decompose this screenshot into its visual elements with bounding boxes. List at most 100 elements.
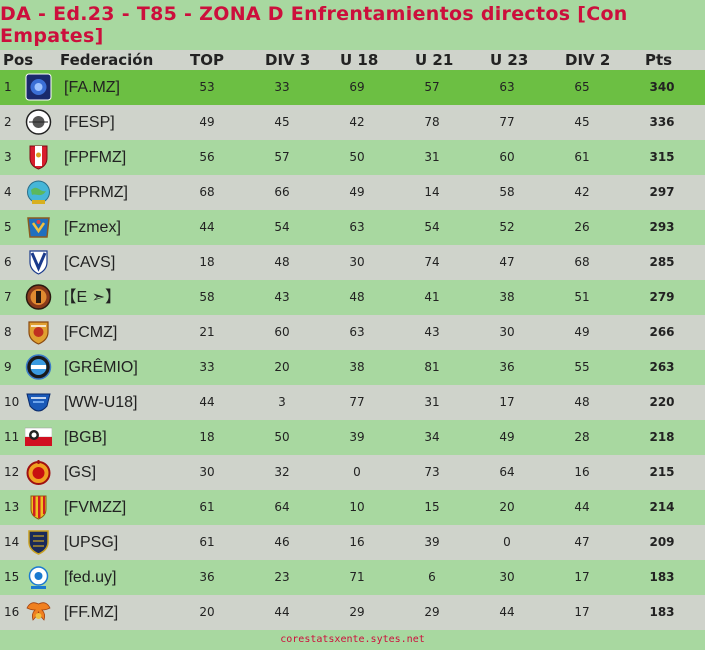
federation-name[interactable]: [FPFMZ] xyxy=(64,149,127,166)
cell-top: 44 xyxy=(199,395,215,409)
row-position: 3 xyxy=(4,150,12,164)
cell-u23: 30 xyxy=(499,570,515,584)
cell-u21: 6 xyxy=(428,570,436,584)
table-row: 14 [UPSG] 61 46 16 39 0 47 209 xyxy=(0,525,705,560)
header-federacion: Federación xyxy=(60,51,154,69)
cell-top: 49 xyxy=(199,115,215,129)
federation-name[interactable]: [fed.uy] xyxy=(64,569,117,586)
cell-u21: 39 xyxy=(424,535,440,549)
cell-u23: 20 xyxy=(499,500,515,514)
footer-link[interactable]: corestatsxente.sytes.net xyxy=(0,630,705,650)
fed-uy-ball-icon xyxy=(25,563,52,591)
federation-name[interactable]: [FCMZ] xyxy=(64,324,118,341)
cell-div2: 17 xyxy=(574,605,590,619)
federation-name[interactable]: [UPSG] xyxy=(64,534,119,551)
header-div3: DIV 3 xyxy=(265,51,311,69)
federation-name[interactable]: [FVMZZ] xyxy=(64,499,127,516)
cell-top: 68 xyxy=(199,185,215,199)
cell-pts: 279 xyxy=(649,290,675,304)
cell-u18: 63 xyxy=(349,325,365,339)
bgb-flag-icon xyxy=(24,423,53,451)
cell-div2: 55 xyxy=(574,360,590,374)
row-position: 12 xyxy=(4,465,20,479)
cell-u21: 73 xyxy=(424,465,440,479)
cell-top: 44 xyxy=(199,220,215,234)
cell-u18: 77 xyxy=(349,395,365,409)
federation-name[interactable]: [WW-U18] xyxy=(64,394,138,411)
cell-u23: 38 xyxy=(499,290,515,304)
table-row: 12 [GS] 30 32 0 73 64 16 215 xyxy=(0,455,705,490)
cell-div2: 44 xyxy=(574,500,590,514)
table-row: 15 [fed.uy] 36 23 71 6 30 17 183 xyxy=(0,560,705,595)
cell-u18: 69 xyxy=(349,80,365,94)
cell-div3: 33 xyxy=(274,80,290,94)
cell-top: 61 xyxy=(199,500,215,514)
federation-name[interactable]: [FESP] xyxy=(64,114,115,131)
cell-u21: 34 xyxy=(424,430,440,444)
row-position: 13 xyxy=(4,500,20,514)
cell-div3: 45 xyxy=(274,115,290,129)
ww-u18-shield-icon xyxy=(25,388,52,416)
cell-u18: 38 xyxy=(349,360,365,374)
cell-pts: 183 xyxy=(649,605,675,619)
cell-div2: 28 xyxy=(574,430,590,444)
cell-div2: 49 xyxy=(574,325,590,339)
cell-div2: 65 xyxy=(574,80,590,94)
federation-name[interactable]: [FF.MZ] xyxy=(64,604,119,621)
cell-top: 33 xyxy=(199,360,215,374)
cell-div2: 42 xyxy=(574,185,590,199)
cell-div3: 66 xyxy=(274,185,290,199)
header-pts: Pts xyxy=(645,51,673,69)
federation-name[interactable]: [GRÊMIO] xyxy=(64,359,138,376)
fpfmz-shield-icon xyxy=(25,143,52,171)
cell-top: 30 xyxy=(199,465,215,479)
federation-name[interactable]: [CAVS] xyxy=(64,254,116,271)
cell-pts: 215 xyxy=(649,465,675,479)
cell-u23: 63 xyxy=(499,80,515,94)
cell-u23: 44 xyxy=(499,605,515,619)
cell-top: 18 xyxy=(199,430,215,444)
header-u21: U 21 xyxy=(415,51,454,69)
table-row: 4 [FPRMZ] 68 66 49 14 58 42 297 xyxy=(0,175,705,210)
cell-u21: 29 xyxy=(424,605,440,619)
row-position: 9 xyxy=(4,360,12,374)
cell-div3: 3 xyxy=(278,395,286,409)
cell-u18: 29 xyxy=(349,605,365,619)
gs-crest-icon xyxy=(25,458,52,486)
federation-name[interactable]: [FPRMZ] xyxy=(64,184,128,201)
cell-u21: 54 xyxy=(424,220,440,234)
cell-u21: 41 xyxy=(424,290,440,304)
cell-div2: 26 xyxy=(574,220,590,234)
gremio-crest-icon xyxy=(25,353,52,381)
header-u23: U 23 xyxy=(490,51,529,69)
cell-u18: 63 xyxy=(349,220,365,234)
cell-div3: 50 xyxy=(274,430,290,444)
federation-name[interactable]: [Fzmex] xyxy=(64,219,121,236)
table-row: 16 [FF.MZ] 20 44 29 29 44 17 183 xyxy=(0,595,705,630)
cell-div3: 20 xyxy=(274,360,290,374)
cell-u18: 71 xyxy=(349,570,365,584)
cell-top: 61 xyxy=(199,535,215,549)
federation-name[interactable]: [GS] xyxy=(64,464,97,481)
row-position: 8 xyxy=(4,325,12,339)
header-top: TOP xyxy=(190,51,224,69)
fesp-crest-icon xyxy=(25,108,52,136)
cell-u23: 58 xyxy=(499,185,515,199)
row-position: 14 xyxy=(4,535,20,549)
cell-u23: 60 xyxy=(499,150,515,164)
cell-top: 36 xyxy=(199,570,215,584)
table-row: 1 [FA.MZ] 53 33 69 57 63 65 340 xyxy=(0,70,705,105)
fzmex-badge-icon xyxy=(25,213,52,241)
cell-div2: 47 xyxy=(574,535,590,549)
federation-name[interactable]: [FA.MZ] xyxy=(64,79,120,96)
cell-pts: 214 xyxy=(649,500,675,514)
cell-u21: 31 xyxy=(424,150,440,164)
federation-name[interactable]: [BGB] xyxy=(64,429,107,446)
row-position: 2 xyxy=(4,115,12,129)
federation-name[interactable]: [【E ➣】 xyxy=(64,289,121,306)
table-row: 9 [GRÊMIO] 33 20 38 81 36 55 263 xyxy=(0,350,705,385)
cell-pts: 266 xyxy=(649,325,675,339)
row-position: 5 xyxy=(4,220,12,234)
cell-pts: 293 xyxy=(649,220,675,234)
cell-div3: 57 xyxy=(274,150,290,164)
